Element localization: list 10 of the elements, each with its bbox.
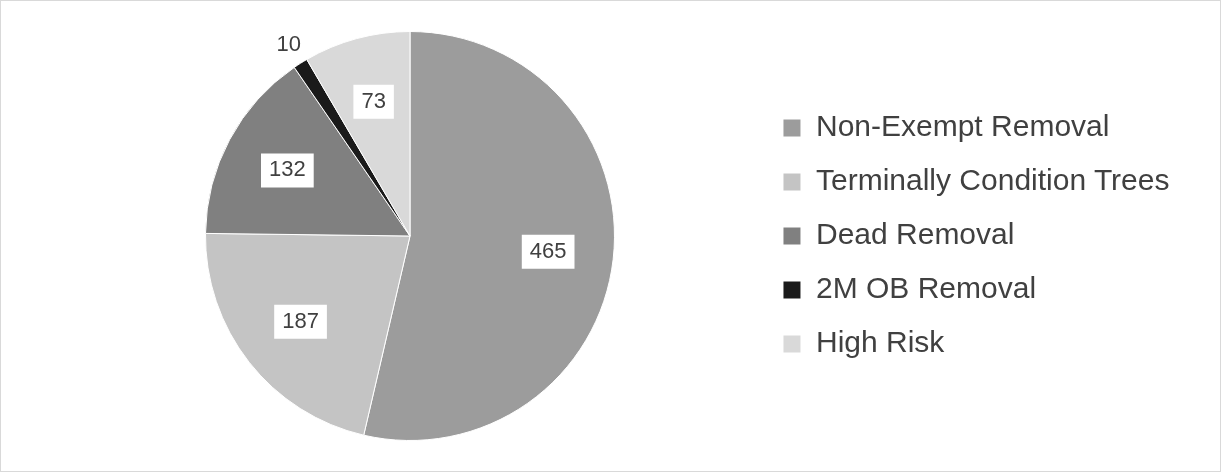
legend-label: Terminally Condition Trees — [815, 163, 1170, 197]
legend-label: Non-Exempt Removal — [815, 109, 1110, 143]
legend-label: High Risk — [815, 325, 946, 359]
legend-label: 2M OB Removal — [815, 271, 1037, 305]
data-label: 187 — [282, 307, 319, 333]
legend-label: Dead Removal — [815, 217, 1015, 251]
data-label: 465 — [529, 237, 567, 263]
data-label: 73 — [361, 87, 386, 113]
data-label: 132 — [269, 156, 306, 182]
data-label: 10 — [276, 30, 301, 56]
